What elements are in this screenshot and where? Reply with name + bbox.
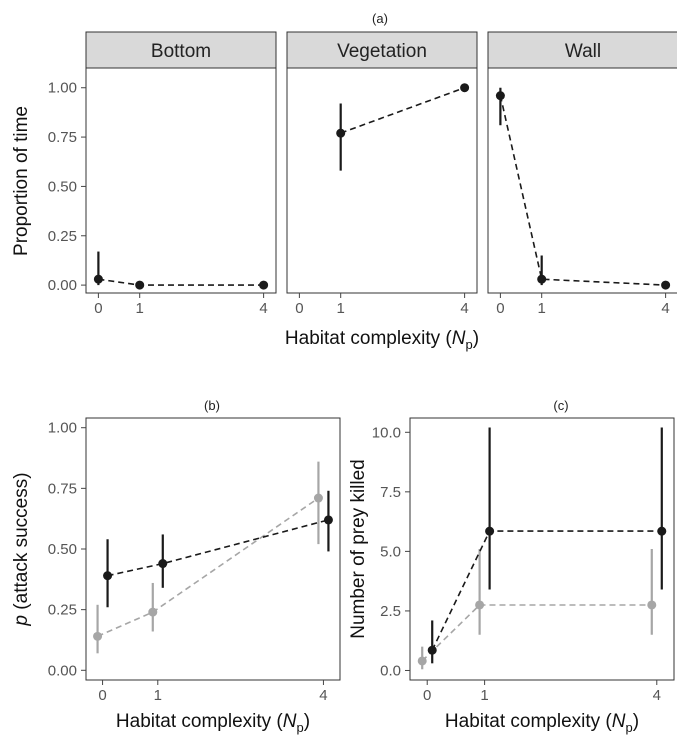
panel-a-x-axis-symbol: N [452,328,466,349]
panel-b-y-axis: 0.00 0.25 0.50 0.75 1.00 [48,420,86,679]
panel-b-y-tick-label: 0.25 [48,602,77,619]
a2-data-point [495,91,505,101]
panel-b-grey-series-line [97,497,319,638]
panel-b-y-axis-symbol: p [11,615,32,627]
panel-b-plot: 0 1 4 [93,461,333,704]
facet-wall: Wall 0 1 4 [487,31,677,317]
panel-a-y-tick-label: 0.75 [48,129,77,146]
panel-a-y-tick-label: 1.00 [48,80,77,97]
panel-c-black-data-point [427,645,437,655]
panel-b-black-data-point [103,571,113,581]
facet-bottom-strip [85,31,277,69]
a0-data-point [93,274,103,284]
panel-c-y-tick-label: 10.0 [372,424,401,441]
b-x-tick-label: 1 [154,687,162,704]
panel-b-x-axis-symbol: N [283,711,297,732]
b-x-tick-label: 4 [319,687,327,704]
a1-series-line [340,86,465,134]
panel-b-grey-data-point [93,631,103,641]
panel-a-y-tick-label: 0.00 [48,277,77,294]
facet-vegetation-label: Vegetation [337,41,427,62]
panel-a-x-axis-subscript: p [466,337,473,352]
panel-c-y-axis: 0.0 2.5 5.0 7.5 10.0 [372,424,410,679]
panel-c-grey-data-point [417,656,427,666]
panel-b-y-tick-label: 0.50 [48,541,77,558]
panel-b-grey-data-point [313,493,323,503]
panel-c-y-axis-title: Number of prey killed [348,459,369,639]
a1-data-point [336,128,346,138]
panel-c-y-tick-label: 2.5 [380,603,401,620]
a0-data-point [135,280,145,290]
panel-b-y-tick-label: 0.00 [48,662,77,679]
facet-wall-frame [487,67,677,294]
panel-b-y-tick-label: 1.00 [48,420,77,437]
a0-series-line [98,278,264,286]
panel-b-y-axis-title-text: (attack success) [11,472,32,609]
a2-x-tick-label: 1 [538,300,546,317]
panel-b-x-axis-title-text: Habitat complexity [116,711,272,732]
panel-c-y-tick-label: 7.5 [380,484,401,501]
panel-a-y-tick-label: 0.25 [48,228,77,245]
panel-a-x-axis-title: Habitat complexity (Np) [285,328,479,352]
facet-bottom-label: Bottom [151,41,211,62]
facet-vegetation: Vegetation 0 1 4 [286,31,478,317]
panel-c-y-tick-label: 0.0 [380,662,401,679]
a0-x-tick-label: 0 [94,300,102,317]
a2-x-tick-label: 0 [496,300,504,317]
a0-x-tick-label: 1 [136,300,144,317]
panel-c-x-axis-title-text: Habitat complexity [445,711,601,732]
facet-vegetation-frame [286,67,478,294]
panel-c-plot: 0 1 4 [417,427,667,704]
panel-a-title: (a) [372,11,388,26]
a1-data-point [460,83,470,93]
panel-c-y-tick-label: 5.0 [380,543,401,560]
panel-c-black-data-point [485,526,495,536]
panel-a-x-axis-title-text: Habitat complexity [285,328,441,349]
panel-c-x-axis-symbol: N [612,711,626,732]
b-x-tick-label: 0 [98,687,106,704]
panel-b-black-data-point [323,515,333,525]
panel-a-y-axis-title: Proportion of time [11,106,32,256]
facet-vegetation-plot: 0 1 4 [295,83,470,317]
facet-wall-plot: 0 1 4 [495,87,671,317]
a2-data-point [537,274,547,284]
panel-b-y-axis-title: p (attack success) [11,472,32,626]
a2-series-line [499,95,666,286]
panel-c-frame [409,417,675,681]
panel-c-x-axis-title: Habitat complexity (Np) [445,711,639,735]
facet-wall-label: Wall [565,41,601,62]
panel-b-x-axis-subscript: p [297,720,304,735]
facet-wall-strip [487,31,677,69]
a2-data-point [661,280,671,290]
panel-c-grey-data-point [647,600,657,610]
panel-c-black-series-line [431,530,662,651]
panel-c-grey-data-point [475,600,485,610]
panel-b-frame [85,417,341,681]
c-x-tick-label: 1 [480,687,488,704]
a2-x-tick-label: 4 [661,300,669,317]
a1-x-tick-label: 1 [337,300,345,317]
panel-c-grey-series-line [421,604,652,662]
facet-bottom-frame [85,67,277,294]
c-x-tick-label: 0 [423,687,431,704]
panel-b-black-data-point [158,559,168,569]
panel-c-title: (c) [553,398,568,413]
panel-b-title: (b) [204,398,220,413]
panel-b-y-tick-label: 0.75 [48,480,77,497]
panel-b-grey-data-point [148,607,158,617]
panel-b-black-series-line [107,519,329,577]
c-x-tick-label: 4 [653,687,661,704]
a0-data-point [259,280,269,290]
a1-x-tick-label: 4 [460,300,468,317]
facet-bottom-plot: 0 1 4 [93,251,269,317]
panel-b-x-axis-title: Habitat complexity (Np) [116,711,310,735]
panel-c-x-axis-subscript: p [626,720,633,735]
panel-a-y-tick-label: 0.50 [48,178,77,195]
panel-a-y-axis: 0.00 0.25 0.50 0.75 1.00 [48,80,86,294]
a0-x-tick-label: 4 [259,300,267,317]
a1-x-tick-label: 0 [295,300,303,317]
facet-bottom: Bottom 0 1 4 [85,31,277,317]
panel-c-black-data-point [657,526,667,536]
